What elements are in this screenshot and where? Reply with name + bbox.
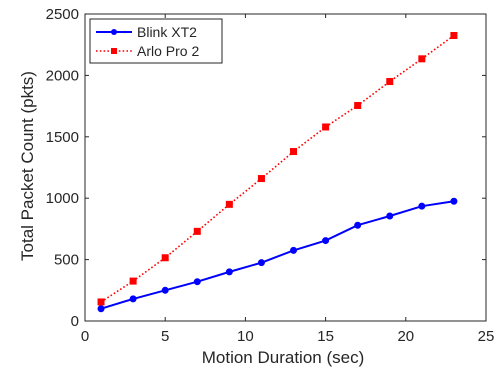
y-tick-label: 2000 (46, 67, 79, 84)
data-point-arlo-pro-2 (257, 175, 265, 183)
y-axis-title: Total Packet Count (pkts) (18, 71, 37, 261)
data-point-arlo-pro-2 (450, 31, 458, 39)
data-point-blink-xt2 (161, 286, 169, 294)
x-tick-label: 0 (81, 328, 89, 345)
y-tick-label: 2500 (46, 6, 79, 23)
plot-area (84, 13, 487, 322)
x-tick-label: 25 (478, 328, 495, 345)
data-point-blink-xt2 (354, 221, 362, 229)
legend-label-blink-xt2: Blink XT2 (137, 24, 197, 40)
plot-frame (84, 13, 487, 322)
x-tick-label: 5 (161, 328, 169, 345)
data-point-arlo-pro-2 (97, 298, 105, 306)
series-line-blink-xt2 (100, 200, 455, 310)
x-axis: 0 5 10 15 20 25 (81, 14, 495, 345)
legend: Blink XT2 Arlo Pro 2 (89, 18, 223, 64)
y-axis: 0 500 1000 1500 2000 2500 (46, 6, 486, 330)
series-blink-xt2 (97, 197, 458, 313)
data-point-blink-xt2 (193, 278, 201, 286)
y-tick-label: 0 (71, 313, 79, 330)
series-layer (97, 31, 458, 313)
series-arlo-pro-2 (97, 31, 458, 306)
data-point-blink-xt2 (225, 268, 233, 276)
data-point-arlo-pro-2 (161, 254, 169, 262)
data-point-arlo-pro-2 (322, 123, 330, 131)
legend-box (89, 18, 223, 64)
data-point-blink-xt2 (97, 305, 105, 313)
data-point-arlo-pro-2 (193, 227, 201, 235)
data-point-blink-xt2 (418, 202, 426, 210)
data-point-blink-xt2 (129, 295, 137, 303)
data-point-arlo-pro-2 (129, 277, 137, 285)
x-tick-label: 15 (317, 328, 334, 345)
data-point-arlo-pro-2 (418, 55, 426, 63)
x-axis-title: Motion Duration (sec) (202, 348, 365, 367)
y-tick-label: 1000 (46, 190, 79, 207)
y-tick-label: 500 (54, 252, 79, 269)
x-tick-label: 20 (397, 328, 414, 345)
data-point-arlo-pro-2 (354, 101, 362, 109)
data-point-blink-xt2 (386, 212, 394, 220)
data-point-blink-xt2 (290, 246, 298, 254)
data-point-blink-xt2 (450, 197, 458, 205)
legend-label-arlo-pro-2: Arlo Pro 2 (137, 43, 199, 59)
x-tick-label: 10 (237, 328, 254, 345)
data-point-blink-xt2 (322, 237, 330, 245)
data-point-blink-xt2 (257, 259, 265, 267)
data-point-arlo-pro-2 (290, 148, 298, 156)
legend-marker-arlo-pro-2 (111, 48, 117, 54)
y-tick-label: 1500 (46, 129, 79, 146)
series-line-arlo-pro-2 (100, 34, 455, 303)
data-point-arlo-pro-2 (386, 78, 394, 86)
data-point-arlo-pro-2 (225, 200, 233, 208)
legend-marker-blink-xt2 (111, 29, 117, 35)
